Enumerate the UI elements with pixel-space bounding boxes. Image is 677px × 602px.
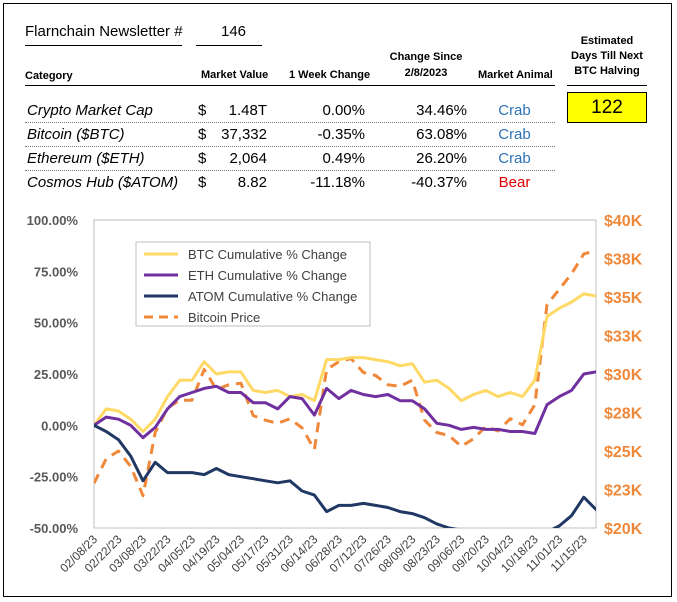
series-line-eth-cumulative-change [94, 370, 596, 440]
row-change-since: 63.08% [416, 126, 467, 143]
halving-label-line1: Estimated [580, 35, 634, 47]
newsletter-issue-number: 146 [221, 23, 247, 40]
row-divider [25, 146, 555, 147]
issue-underline [196, 45, 262, 46]
title-underline [25, 45, 182, 46]
y-right-tick-label: $33K [604, 329, 643, 346]
legend-label: BTC Cumulative % Change [188, 247, 347, 262]
plot-area [93, 219, 597, 529]
series-line-bitcoin-price [94, 249, 596, 498]
row-category: Ethereum ($ETH) [27, 150, 145, 167]
row-week-change: 0.00% [322, 102, 365, 119]
y-left-tick-label: 25.00% [34, 367, 79, 382]
y-left-tick-label: 50.00% [34, 316, 79, 331]
series-line-btc-cumulative-change [94, 292, 596, 433]
y-right-tick-label: $30K [604, 367, 643, 384]
halving-label-line3: BTC Halving [574, 65, 640, 77]
y-left-tick-label: 0.00% [41, 418, 78, 433]
row-currency: $ [198, 150, 207, 167]
row-divider [25, 122, 555, 123]
halving-label: Estimated Days Till Next BTC Halving [567, 34, 647, 79]
row-currency: $ [198, 102, 207, 119]
row-change-since: -40.37% [411, 174, 467, 191]
row-currency: $ [198, 126, 207, 143]
row-category: Crypto Market Cap [27, 102, 153, 119]
row-divider [25, 170, 555, 171]
row-market-value: 2,064 [229, 150, 267, 167]
y-left-tick-label: 100.00% [27, 213, 79, 228]
row-week-change: -11.18% [310, 174, 365, 191]
legend-label: ATOM Cumulative % Change [188, 289, 357, 304]
row-market-value: 8.82 [237, 174, 267, 191]
row-market-animal: Bear [498, 174, 531, 191]
row-week-change: -0.35% [317, 126, 365, 143]
row-change-since: 34.46% [416, 102, 467, 119]
y-left-tick-label: 75.00% [34, 264, 79, 279]
row-change-since: 26.20% [416, 150, 467, 167]
halving-label-line2: Days Till Next [571, 50, 643, 62]
y-right-tick-label: $38K [604, 252, 643, 269]
y-right-tick-label: $25K [604, 444, 643, 461]
row-market-value: 1.48T [228, 102, 267, 119]
legend-label: ETH Cumulative % Change [188, 268, 347, 283]
row-market-animal: Crab [498, 102, 531, 119]
y-right-tick-label: $23K [604, 483, 643, 500]
y-left-tick-label: -50.00% [30, 521, 79, 536]
row-market-animal: Crab [498, 126, 531, 143]
newsletter-title: Flarnchain Newsletter # [25, 23, 183, 40]
y-right-tick-label: $20K [604, 521, 643, 538]
row-category: Cosmos Hub ($ATOM) [27, 174, 179, 191]
header-market-value: Market Value [201, 69, 269, 81]
header-market-animal: Market Animal [478, 69, 553, 81]
y-right-tick-label: $35K [604, 290, 643, 307]
row-market-value: 37,332 [221, 126, 267, 143]
header-change-since-line2: 2/8/2023 [404, 67, 448, 79]
header-change-since-line1: Change Since [389, 51, 463, 63]
series-group [94, 249, 596, 528]
halving-days-box: 122 [567, 92, 647, 123]
header-underline [25, 85, 555, 86]
y-right-tick-label: $40K [604, 213, 643, 230]
row-week-change: 0.49% [322, 150, 365, 167]
header-week-change: 1 Week Change [289, 69, 371, 81]
row-market-animal: Crab [498, 150, 531, 167]
newsletter-panel [3, 3, 672, 597]
legend-box [135, 241, 371, 327]
y-left-tick-label: -25.00% [30, 470, 79, 485]
legend-label: Bitcoin Price [188, 310, 260, 325]
row-category: Bitcoin ($BTC) [27, 126, 125, 143]
header-category: Category [25, 70, 73, 82]
header-change-since: Change Since 2/8/2023 [383, 51, 469, 79]
halving-underline [567, 85, 647, 86]
row-currency: $ [198, 174, 207, 191]
y-right-tick-label: $28K [604, 406, 643, 423]
series-line-atom-cumulative-change [94, 423, 596, 528]
